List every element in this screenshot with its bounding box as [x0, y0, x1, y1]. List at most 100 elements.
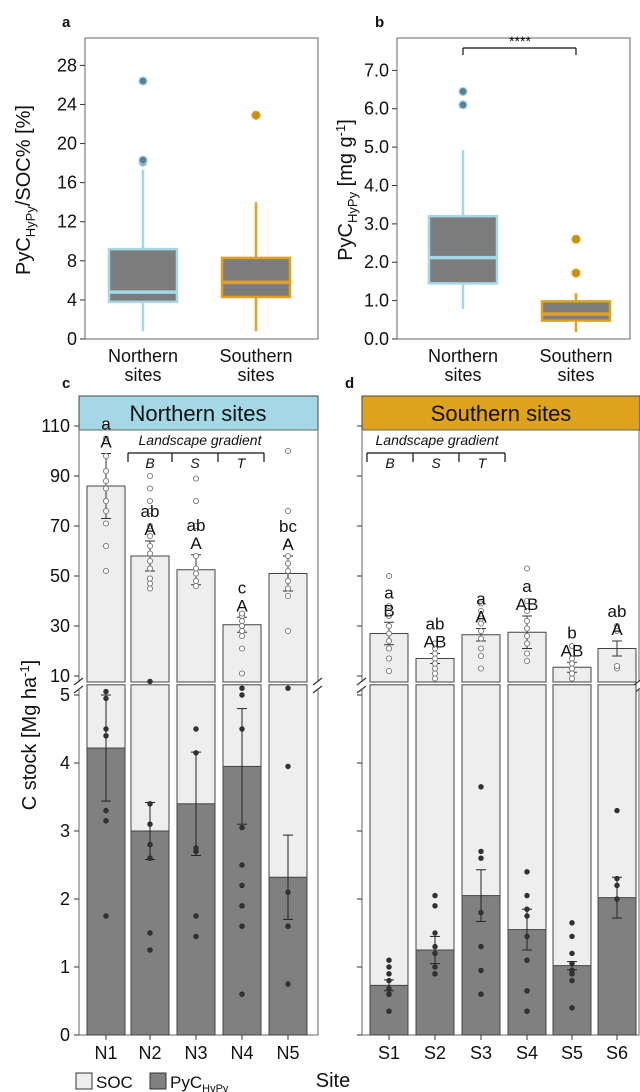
- c-y-label-end: ]: [19, 660, 41, 666]
- panel-label-a: a: [62, 14, 71, 31]
- panel-c-pyc-point-0-2: [103, 807, 109, 814]
- panel-c-soc-point-2-0: [192, 582, 200, 590]
- panel-c-pyc-point-1-3: [147, 841, 153, 848]
- panel-c-soc-point-1-8: [146, 522, 154, 530]
- panel-d-pyc-point-0-4: [386, 971, 392, 977]
- panel-c-soc-point-1-10: [146, 497, 154, 505]
- panel-d-x-tick-label-2: S3: [470, 1043, 492, 1063]
- panel-a-y-tick-label-0: 0: [67, 329, 77, 349]
- panel-c-soc-point-3-7: [238, 610, 246, 617]
- panel-d-pyc-point-4-1: [569, 977, 575, 984]
- panel-d-pyc-point-1-1: [432, 964, 438, 970]
- panel-c-soc-point-4-2: [284, 585, 292, 592]
- panel-a-y-tick-label-5: 20: [57, 134, 77, 154]
- panel-b-x-tick-1: Southern sites: [539, 346, 612, 385]
- panel-d-soc-point-4-2: [568, 665, 576, 672]
- legend-pyc-swatch: [149, 1072, 167, 1090]
- panel-a-y-tick-label-7: 28: [57, 55, 77, 75]
- c-upper-tick-label-3: 70: [50, 516, 70, 536]
- legend-pyc-label: PyCHyPy: [170, 1073, 229, 1092]
- panel-c-landscape-gradient: Landscape gradient B S T: [127, 432, 265, 471]
- panel-c-soc-point-0-0: [102, 567, 110, 575]
- panel-d-pyc-point-2-4: [478, 855, 484, 861]
- panel-b-outlier-1-0: [571, 268, 581, 278]
- panel-b-y-tick-label-2: 2.0: [364, 252, 389, 272]
- panel-d-soc-point-0-6: [385, 612, 393, 620]
- panel-d-pyc-point-2-6: [478, 784, 484, 790]
- panel-d-soc-point-5-1: [613, 662, 621, 670]
- panel-c-letter-upper-2: A: [190, 534, 202, 553]
- panel-d-x-tick-label-4: S5: [561, 1043, 583, 1063]
- panel-b-y-tick-label-1: 1.0: [364, 291, 389, 311]
- panel-c-pyc-point-3-1: [239, 923, 245, 929]
- panel-c-pyc-point-1-0: [147, 947, 153, 953]
- panel-c-soc-point-1-12: [146, 472, 154, 480]
- panel-label-d: d: [345, 375, 354, 392]
- panel-d-soc-point-0-2: [385, 645, 393, 652]
- panel-d-pyc-point-5-0: [614, 896, 620, 902]
- panel-b-y-tick-label-6: 6.0: [364, 99, 389, 119]
- panel-d-letter-upper-3: AB: [516, 595, 539, 614]
- panel-c-soc-point-4-3: [284, 577, 292, 585]
- panel-c-pyc-point-3-6: [239, 726, 245, 732]
- panel-d-pyc-point-2-2: [478, 943, 484, 950]
- panel-d-pyc-point-0-3: [386, 977, 392, 984]
- panel-c-soc-point-1-3: [146, 565, 154, 572]
- panel-b-y-label-end: ]: [335, 119, 357, 125]
- panel-d-x-tick-label-1: S2: [424, 1043, 446, 1063]
- panel-d-soc-point-0-0: [385, 667, 393, 675]
- panel-b-y-tick-label-7: 7.0: [364, 60, 389, 80]
- panel-d-soc-point-5-3: [613, 622, 621, 630]
- c-lower-tick-label-1: 1: [60, 957, 70, 977]
- panel-c-pyc-point-3-7: [239, 692, 245, 698]
- panel-d-soc-point-4-0: [568, 675, 576, 682]
- panel-d-pyc-point-2-1: [478, 967, 484, 974]
- panel-c-pyc-point-2-5: [193, 726, 199, 732]
- panel-d-letter-upper-5: A: [611, 620, 623, 639]
- panel-d-soc-point-3-2: [523, 640, 531, 647]
- c-lower-tick-label-0: 0: [60, 1025, 70, 1045]
- panel-d-soc-point-2-2: [477, 645, 485, 652]
- panel-c-header: [78, 395, 319, 431]
- panel-d-soc-point-3-1: [523, 650, 531, 657]
- panel-c-soc-point-1-6: [146, 542, 154, 550]
- panel-d-pyc-point-3-0: [524, 1008, 530, 1014]
- panel-c-pyc-point-4-0: [285, 981, 291, 987]
- panel-d-pyc-point-0-0: [386, 1008, 392, 1014]
- panel-d-x-tick-label-3: S4: [516, 1043, 538, 1063]
- panel-c-x-tick-label-1: N2: [138, 1043, 161, 1063]
- panel-b-y-label-sub: HyPy: [345, 191, 360, 223]
- panel-d-soc-point-1-2: [431, 665, 439, 672]
- panel-d-pyc-point-4-0: [569, 1005, 575, 1011]
- panel-b-box-1: [540, 300, 612, 322]
- panel-b-y-label: PyCHyPy [mg g-1]: [333, 119, 360, 261]
- panel-c-soc-point-2-4: [192, 552, 200, 560]
- panel-c-soc-point-1-11: [146, 485, 154, 492]
- panel-c-soc-point-4-9: [284, 447, 292, 455]
- panel-c-gradient-mark-1: S: [190, 455, 200, 471]
- panel-c-x-tick-label-3: N4: [230, 1043, 253, 1063]
- panel-c-soc-point-3-4: [238, 622, 246, 630]
- panel-label-c: c: [62, 375, 70, 392]
- panel-d-pyc-point-3-7: [524, 869, 530, 875]
- panel-a-boxes: [107, 76, 292, 332]
- panel-d-pyc-point-0-2: [386, 986, 392, 992]
- panel-c-soc-point-0-8: [102, 452, 110, 460]
- panel-c-pyc-point-0-3: [103, 733, 109, 739]
- c-upper-tick-label-1: 30: [50, 616, 70, 636]
- panel-c-pyc-point-3-0: [239, 991, 245, 997]
- panel-d-gradient-mark-1: S: [431, 455, 441, 471]
- panel-d-soc-point-3-5: [523, 617, 531, 625]
- panel-c-soc-point-1-4: [146, 557, 154, 565]
- panel-a-x-tick-1: Southern sites: [219, 346, 292, 385]
- panel-a-y-tick-label-2: 8: [67, 251, 77, 271]
- panel-d-soc-point-1-5: [431, 650, 439, 657]
- panel-c-soc-point-3-5: [238, 617, 246, 625]
- c-lower-tick-label-3: 3: [60, 821, 70, 841]
- panel-d-soc-point-0-4: [385, 630, 393, 637]
- panel-c-pyc-point-1-2: [147, 855, 153, 861]
- panel-c-gradient-mark-2: T: [237, 455, 247, 471]
- panel-c-letter-lower-1: ab: [141, 502, 160, 521]
- panel-a-y-tick-label-6: 24: [57, 94, 77, 114]
- panel-c-soc-point-1-9: [146, 507, 154, 515]
